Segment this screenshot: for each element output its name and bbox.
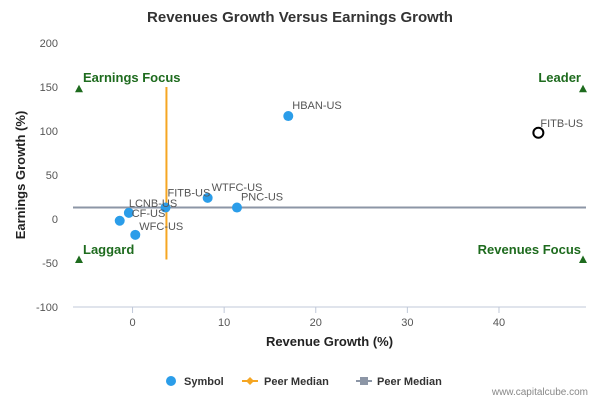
data-point xyxy=(202,192,213,203)
legend: Symbol Peer Median Peer Median xyxy=(166,376,442,388)
data-point xyxy=(283,111,294,122)
quadrant-marker-top-left xyxy=(75,84,83,93)
data-label: PNC-US xyxy=(241,192,283,204)
data-point xyxy=(160,202,171,213)
quadrant-label-revenues-focus: Revenues Focus xyxy=(478,242,581,257)
legend-symbol-marker xyxy=(166,376,176,386)
data-label: CF-US xyxy=(132,208,166,220)
quadrant-label-laggard: Laggard xyxy=(83,242,134,257)
data-label: WFC-US xyxy=(139,221,183,233)
quadrant-marker-top-right xyxy=(579,84,587,93)
data-label: FITB-US xyxy=(540,118,583,130)
chart-title: Revenues Growth Versus Earnings Growth xyxy=(147,9,453,26)
x-axis-title: Revenue Growth (%) xyxy=(266,334,393,349)
data-point xyxy=(123,207,134,218)
credit-text: www.capitalcube.com xyxy=(491,387,588,398)
data-point xyxy=(114,215,125,226)
data-label: HBAN-US xyxy=(292,100,342,112)
y-tick-label: 50 xyxy=(46,170,58,182)
quadrant-marker-bottom-left xyxy=(75,255,83,263)
quadrant-label-leader: Leader xyxy=(538,70,581,85)
y-tick-label: 150 xyxy=(40,82,58,94)
data-label: FITB-US xyxy=(168,188,211,200)
x-tick-label: 40 xyxy=(493,317,505,329)
y-tick-label: 0 xyxy=(52,214,58,226)
data-point-highlighted xyxy=(532,126,545,139)
data-label: WTFC-US xyxy=(212,182,263,194)
x-tick-label: 10 xyxy=(218,317,230,329)
y-tick-label: 200 xyxy=(40,38,58,50)
legend-label-peer-median: Peer Median xyxy=(377,376,442,388)
y-tick-label: -50 xyxy=(42,258,58,270)
quadrant-label-earnings-focus: Earnings Focus xyxy=(83,70,181,85)
data-label: LCNB-US xyxy=(129,198,177,210)
data-point xyxy=(130,229,141,240)
legend-peer-median-diamond-icon xyxy=(246,377,254,385)
x-tick-label: 20 xyxy=(310,317,322,329)
quadrant-marker-bottom-right xyxy=(579,255,587,263)
legend-peer-median-square-icon xyxy=(360,377,368,385)
legend-label-symbol: Symbol xyxy=(184,376,224,388)
x-tick-label: 30 xyxy=(401,317,413,329)
legend-label-peer-median: Peer Median xyxy=(264,376,329,388)
x-tick-label: 0 xyxy=(129,317,135,329)
y-tick-label: -100 xyxy=(36,302,58,314)
data-point xyxy=(231,202,242,213)
y-tick-label: 100 xyxy=(40,126,58,138)
plot-area: -100 -50 0 50 100 150 200 0 10 20 30 40 Revenue Grow… xyxy=(13,38,587,349)
y-axis-title: Earnings Growth (%) xyxy=(13,111,28,240)
